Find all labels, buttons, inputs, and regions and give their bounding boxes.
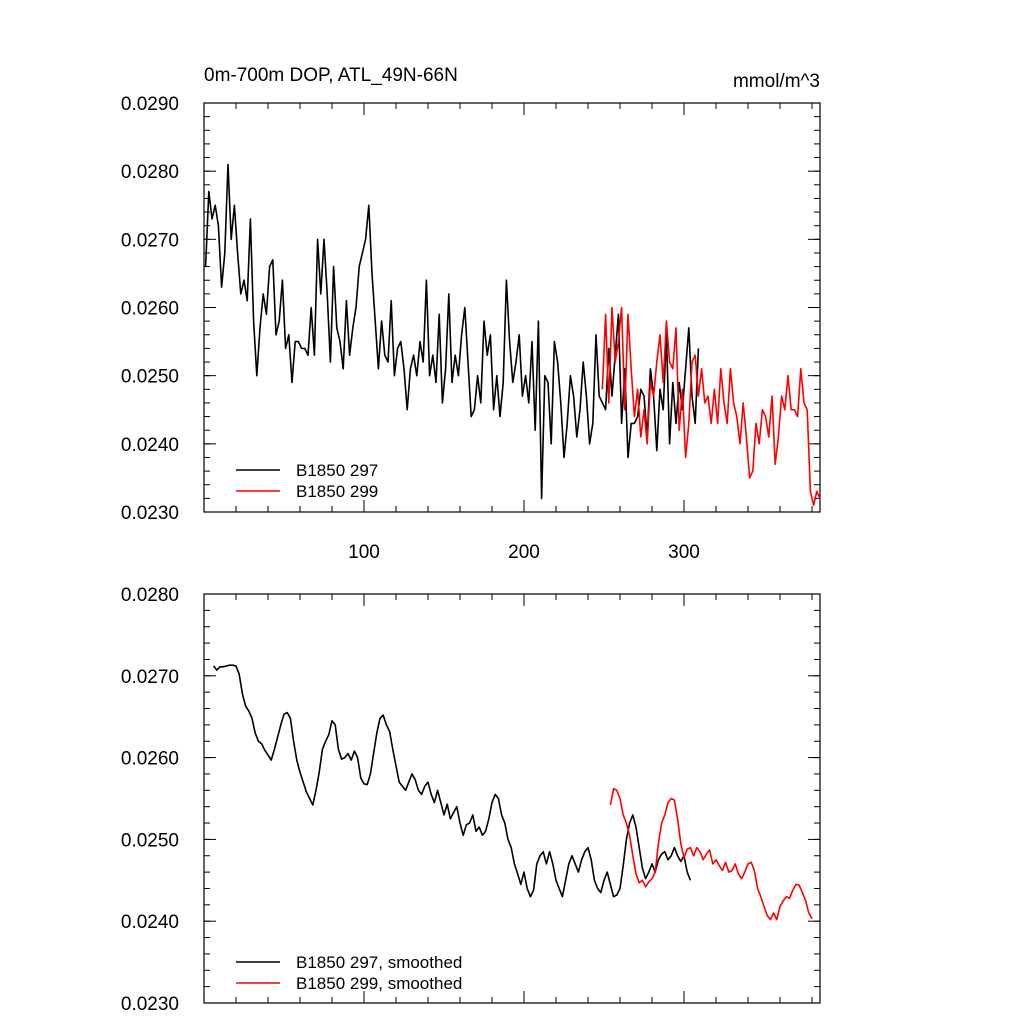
y-tick-label: 0.0250 xyxy=(121,367,179,388)
y-tick-label: 0.0270 xyxy=(121,230,179,251)
x-tick-label: 100 xyxy=(348,542,380,563)
y-tick-label: 0.0230 xyxy=(121,503,179,524)
y-tick-label: 0.0260 xyxy=(121,299,179,320)
y-tick-label: 0.0250 xyxy=(121,830,179,851)
series-line-red xyxy=(601,306,821,507)
x-tick-label: 300 xyxy=(668,542,700,563)
plot-frame xyxy=(203,102,821,513)
plot-top: 0.0230 0.0240 0.0250 0.0260 0.0270 0.0280 0.02… xyxy=(121,94,821,563)
legend-label: B1850 299, smoothed xyxy=(296,974,462,993)
panel-title-left: 0m-700m DOP, ATL_49N-66N xyxy=(204,65,458,86)
series-line-red xyxy=(609,787,813,921)
y-tick-label: 0.0230 xyxy=(121,994,179,1015)
series-line-black xyxy=(204,163,700,500)
legend-label: B1850 299 xyxy=(296,482,378,501)
top-panel: 0m-700m DOP, ATL_49N-66N mmol/m^3 0.0230… xyxy=(121,65,821,563)
legend-label: B1850 297 xyxy=(296,461,378,480)
legend-label: B1850 297, smoothed xyxy=(296,953,462,972)
series-line-black xyxy=(212,664,692,898)
y-tick-label: 0.0270 xyxy=(121,667,179,688)
y-tick-label: 0.0280 xyxy=(121,162,179,183)
y-tick-label: 0.0240 xyxy=(121,435,179,456)
x-tick-label: 200 xyxy=(508,542,540,563)
y-tick-label: 0.0280 xyxy=(121,585,179,606)
y-tick-label: 0.0290 xyxy=(121,94,179,115)
bottom-panel: 0.0230 0.0240 0.0250 0.0260 0.0270 0.0280 B185… xyxy=(121,585,821,1015)
y-tick-label: 0.0240 xyxy=(121,912,179,933)
panel-title-units: mmol/m^3 xyxy=(733,71,820,92)
plot-bottom: 0.0230 0.0240 0.0250 0.0260 0.0270 0.0280 B185… xyxy=(121,585,821,1015)
y-tick-label: 0.0260 xyxy=(121,749,179,770)
plot-frame xyxy=(203,593,821,1004)
